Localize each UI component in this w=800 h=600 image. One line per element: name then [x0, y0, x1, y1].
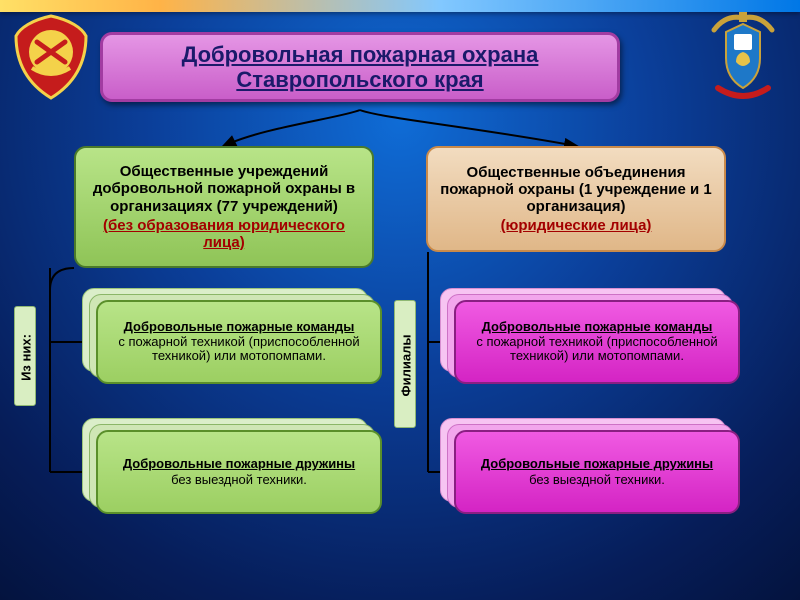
- title-box: Добровольная пожарная охрана Ставропольс…: [100, 32, 620, 102]
- right-sub-1: Добровольные пожарные команды с пожарной…: [454, 300, 740, 384]
- fire-emblem-icon: [12, 14, 90, 100]
- left-sub-1: Добровольные пожарные команды с пожарной…: [96, 300, 382, 384]
- right-sub-2: Добровольные пожарные дружины без выездн…: [454, 430, 740, 514]
- right-sub-1-rest: с пожарной техникой (приспособленной тех…: [476, 334, 717, 364]
- right-sub-2-bold: Добровольные пожарные дружины: [481, 456, 713, 471]
- left-sub-2: Добровольные пожарные дружины без выездн…: [96, 430, 382, 514]
- left-sub-2-bold: Добровольные пожарные дружины: [123, 456, 355, 471]
- title-line-2: Ставропольского края: [236, 67, 483, 92]
- title-line-1: Добровольная пожарная охрана: [182, 42, 539, 67]
- left-sub-1-bold: Добровольные пожарные команды: [124, 319, 355, 334]
- left-cat-main: Общественные учреждений добровольной пож…: [93, 163, 355, 215]
- left-vertical-label: Из них:: [19, 330, 34, 386]
- right-sub-2-rest: без выездной техники.: [529, 472, 665, 487]
- left-sub-2-rest: без выездной техники.: [171, 472, 307, 487]
- left-category-box: Общественные учреждений добровольной пож…: [74, 146, 374, 268]
- right-cat-main: Общественные объединения пожарной охраны…: [440, 164, 712, 216]
- left-cat-red: (без образования юридического лица): [103, 217, 345, 251]
- right-sub-1-bold: Добровольные пожарные команды: [482, 319, 713, 334]
- right-cat-red: (юридические лица): [501, 217, 652, 234]
- slide-stage: { "dims": { "w": 800, "h": 600 }, "color…: [0, 0, 800, 600]
- right-category-box: Общественные объединения пожарной охраны…: [426, 146, 726, 252]
- right-vertical-label: Филиалы: [399, 330, 414, 402]
- top-gradient-banner: [0, 0, 800, 12]
- coat-of-arms-icon: [700, 12, 786, 108]
- left-sub-1-rest: с пожарной техникой (приспособленной тех…: [118, 334, 359, 364]
